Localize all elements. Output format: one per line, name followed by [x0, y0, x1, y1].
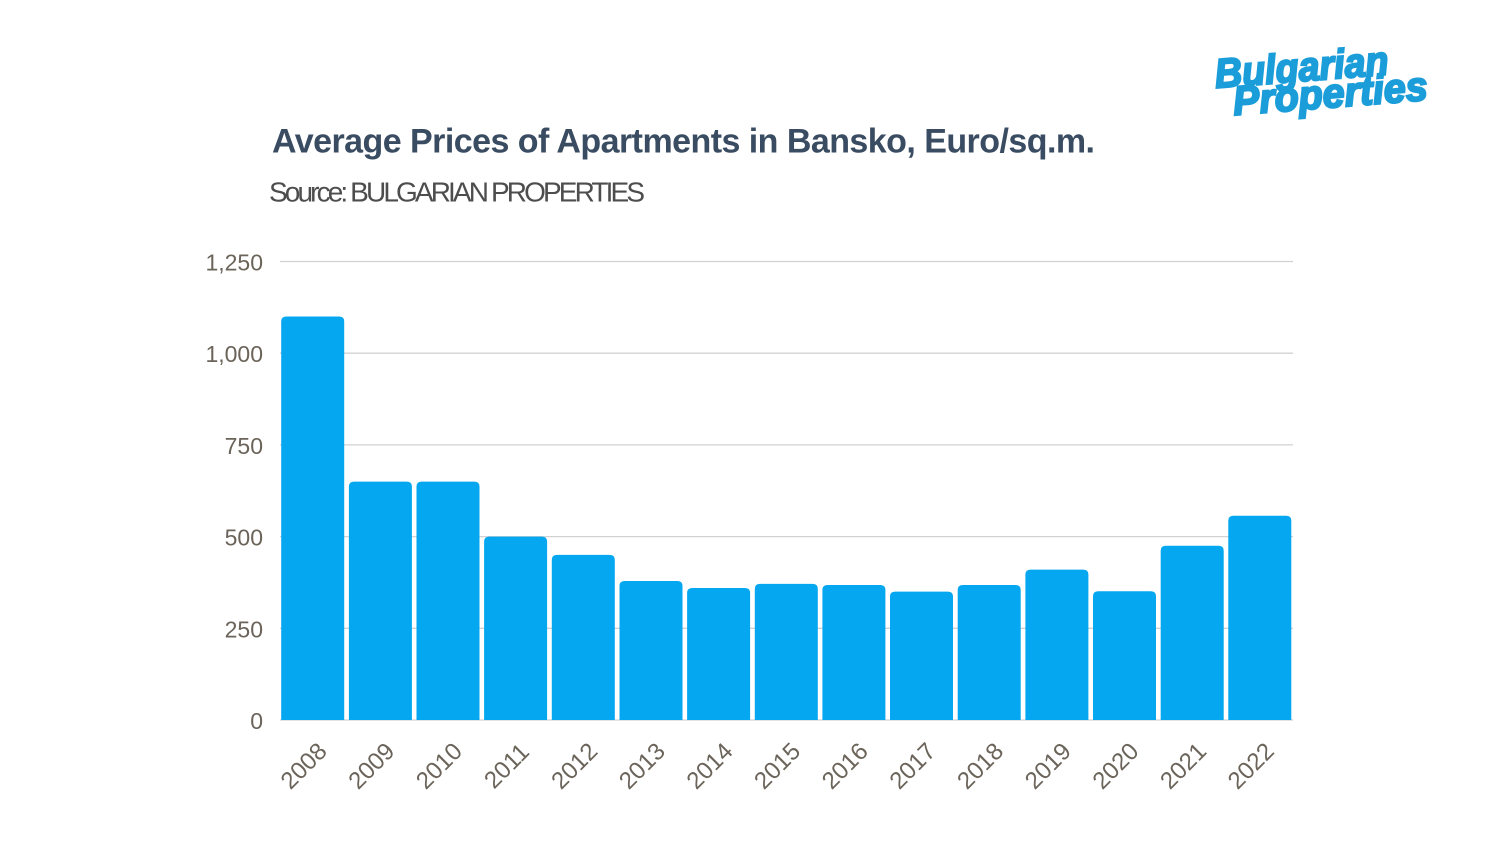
svg-text:Source: BULGARIAN PROPERTIES: Source: BULGARIAN PROPERTIES	[269, 177, 645, 208]
svg-text:500: 500	[225, 525, 263, 551]
svg-text:1,000: 1,000	[205, 341, 263, 367]
svg-text:Average Prices of Apartments i: Average Prices of Apartments in Bansko, …	[272, 123, 1095, 161]
svg-text:250: 250	[225, 616, 263, 642]
svg-text:1,250: 1,250	[205, 250, 263, 276]
svg-text:750: 750	[225, 433, 263, 459]
svg-text:0: 0	[250, 708, 263, 734]
